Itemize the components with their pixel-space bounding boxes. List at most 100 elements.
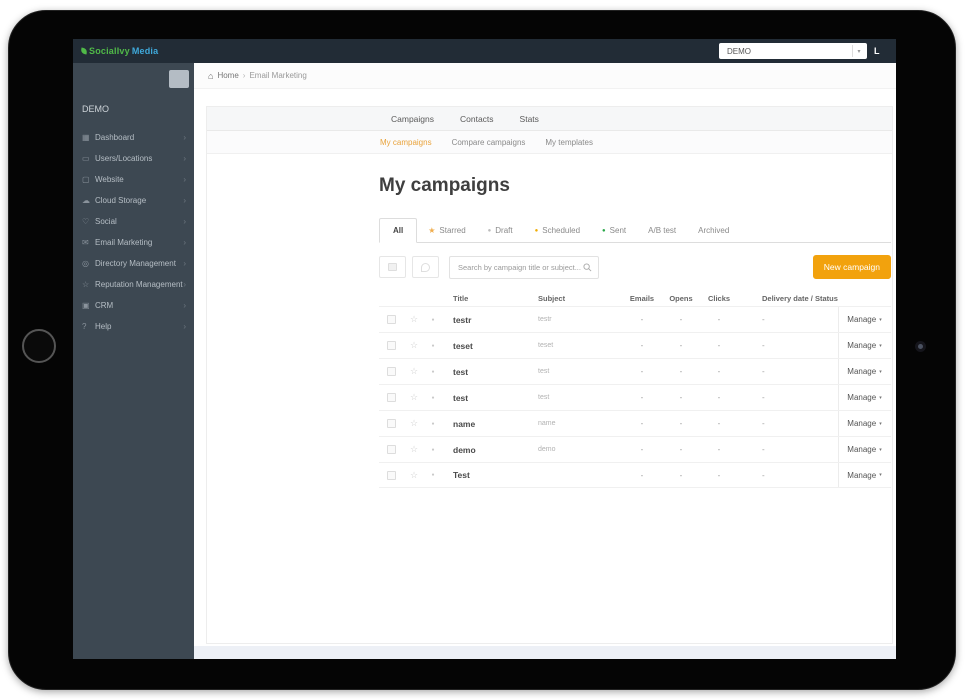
search-box (449, 255, 599, 279)
campaign-title[interactable]: Test (453, 470, 470, 480)
campaign-title[interactable]: teset (453, 340, 473, 351)
manage-button[interactable]: Manage ▾ (838, 463, 890, 487)
speech-bubble-icon (421, 262, 430, 272)
chevron-right-icon: › (242, 71, 246, 80)
sidebar-item-cloud-storage[interactable]: ☁ Cloud Storage › (82, 196, 186, 205)
star-outline-icon[interactable]: ☆ (409, 392, 419, 402)
sidebar-item-crm[interactable]: ▣ CRM › (82, 301, 186, 310)
filter-draft[interactable]: ● Draft (487, 226, 513, 235)
logo-text-secondary: Media (131, 46, 159, 56)
manage-button[interactable]: Manage ▾ (838, 333, 890, 358)
page-title: My campaigns (379, 175, 510, 196)
tab-stats[interactable]: Stats (519, 113, 539, 124)
chevron-right-icon: › (183, 322, 186, 331)
subtab-my-templates[interactable]: My templates (545, 137, 593, 147)
row-checkbox[interactable] (386, 419, 396, 428)
table-row: ☆ ● name name - - - - Manage ▾ (379, 410, 891, 436)
manage-button[interactable]: Manage ▾ (838, 411, 890, 436)
campaign-subject: testr (538, 316, 552, 323)
filter-starred[interactable]: ★ Starred (428, 226, 466, 235)
chevron-down-icon: ▾ (879, 420, 882, 427)
chevron-down-icon: ▾ (879, 446, 882, 453)
bulk-action-button[interactable] (412, 256, 439, 278)
home-button[interactable] (22, 329, 56, 363)
header-delivery: Delivery date / Status (762, 294, 838, 303)
draft-dot-icon: ● (487, 227, 492, 234)
chevron-down-icon: ▾ (852, 45, 865, 57)
filter-sent[interactable]: ● Sent (602, 226, 627, 235)
filter-scheduled[interactable]: ● Scheduled (534, 226, 581, 235)
chevron-down-icon: ▾ (879, 342, 882, 349)
sidebar-item-directory-management[interactable]: ◎ Directory Management › (82, 259, 186, 268)
row-checkbox[interactable] (386, 315, 396, 324)
star-outline-icon[interactable]: ☆ (409, 444, 419, 454)
sidebar-item-users-locations[interactable]: ▭ Users/Locations › (82, 154, 186, 163)
star-outline-icon[interactable]: ☆ (409, 340, 419, 350)
row-checkbox[interactable] (386, 445, 396, 454)
crm-icon: ▣ (82, 301, 90, 310)
subtab-my-campaigns[interactable]: My campaigns (380, 137, 432, 147)
row-checkbox[interactable] (386, 470, 396, 480)
header-subject: Subject (538, 294, 566, 303)
sub-tabs: My campaigns Compare campaigns My templa… (207, 131, 892, 154)
campaign-title[interactable]: test (453, 392, 469, 403)
manage-button[interactable]: Manage ▾ (838, 307, 890, 332)
campaign-subject: test (538, 394, 550, 401)
filter-all[interactable]: All (379, 218, 418, 243)
header-title: Title (453, 294, 469, 303)
breadcrumb-current: Email Marketing (249, 71, 307, 80)
logout-link[interactable]: L (874, 46, 880, 56)
row-checkbox[interactable] (386, 341, 396, 350)
campaign-title[interactable]: test (453, 366, 469, 377)
breadcrumb-home-link[interactable]: Home (217, 71, 239, 80)
sidebar-item-help[interactable]: ? Help › (82, 322, 186, 331)
status-dot-icon: ● (431, 342, 435, 349)
row-checkbox[interactable] (386, 367, 396, 376)
scheduled-dot-icon: ● (534, 227, 539, 234)
breadcrumb: ⌂ Home › Email Marketing (194, 63, 896, 89)
table-row: ☆ ● Test - - - - Manage ▾ (379, 462, 891, 488)
filter-archived[interactable]: Archived (698, 226, 730, 235)
manage-button[interactable]: Manage ▾ (838, 385, 890, 410)
sidebar-item-reputation-management[interactable]: ☆ Reputation Management › (82, 280, 186, 289)
chevron-right-icon: › (183, 301, 186, 310)
campaign-subject: name (538, 420, 556, 427)
campaign-title[interactable]: testr (453, 314, 472, 325)
star-outline-icon[interactable]: ☆ (409, 418, 419, 428)
header-emails: Emails (629, 294, 655, 303)
subtab-compare-campaigns[interactable]: Compare campaigns (451, 137, 526, 147)
manage-button[interactable]: Manage ▾ (838, 437, 890, 462)
dashboard-icon: ▦ (82, 133, 90, 142)
page-bottom-strip (194, 646, 896, 659)
row-checkbox[interactable] (386, 393, 396, 402)
filter-ab-test[interactable]: A/B test (648, 226, 677, 235)
chevron-right-icon: › (183, 238, 186, 247)
star-outline-icon[interactable]: ☆ (409, 469, 419, 480)
directory-management-icon: ◎ (82, 259, 89, 268)
new-campaign-button[interactable]: New campaign (812, 255, 891, 279)
status-dot-icon: ● (431, 420, 435, 427)
section-tabs: Campaigns Contacts Stats (207, 107, 892, 131)
star-outline-icon[interactable]: ☆ (409, 366, 419, 376)
sidebar-item-social[interactable]: ♡ Social › (82, 217, 186, 226)
campaign-title[interactable]: name (453, 418, 476, 429)
sidebar-account-label: DEMO (82, 104, 109, 114)
sidebar-item-email-marketing[interactable]: ✉ Email Marketing › (82, 238, 186, 247)
star-outline-icon[interactable]: ☆ (409, 314, 419, 324)
select-all-button[interactable] (379, 256, 406, 278)
tab-contacts[interactable]: Contacts (460, 113, 494, 124)
sidebar-item-website[interactable]: ▢ Website › (82, 175, 186, 184)
chevron-right-icon: › (183, 259, 186, 268)
tab-campaigns[interactable]: Campaigns (391, 113, 434, 124)
manage-button[interactable]: Manage ▾ (838, 359, 890, 384)
logo-text-primary: SocialIvy (89, 46, 130, 56)
header-opens: Opens (669, 294, 693, 303)
star-icon: ★ (428, 226, 436, 235)
sidebar-item-dashboard[interactable]: ▦ Dashboard › (82, 133, 186, 142)
account-select[interactable]: DEMO ▾ (719, 43, 867, 59)
campaign-title[interactable]: demo (453, 444, 476, 455)
table-header: Title Subject Emails Opens Clicks Delive… (379, 291, 891, 306)
sidebar-toggle-button[interactable] (169, 70, 189, 88)
status-dot-icon: ● (431, 316, 435, 323)
search-input[interactable] (450, 262, 583, 272)
